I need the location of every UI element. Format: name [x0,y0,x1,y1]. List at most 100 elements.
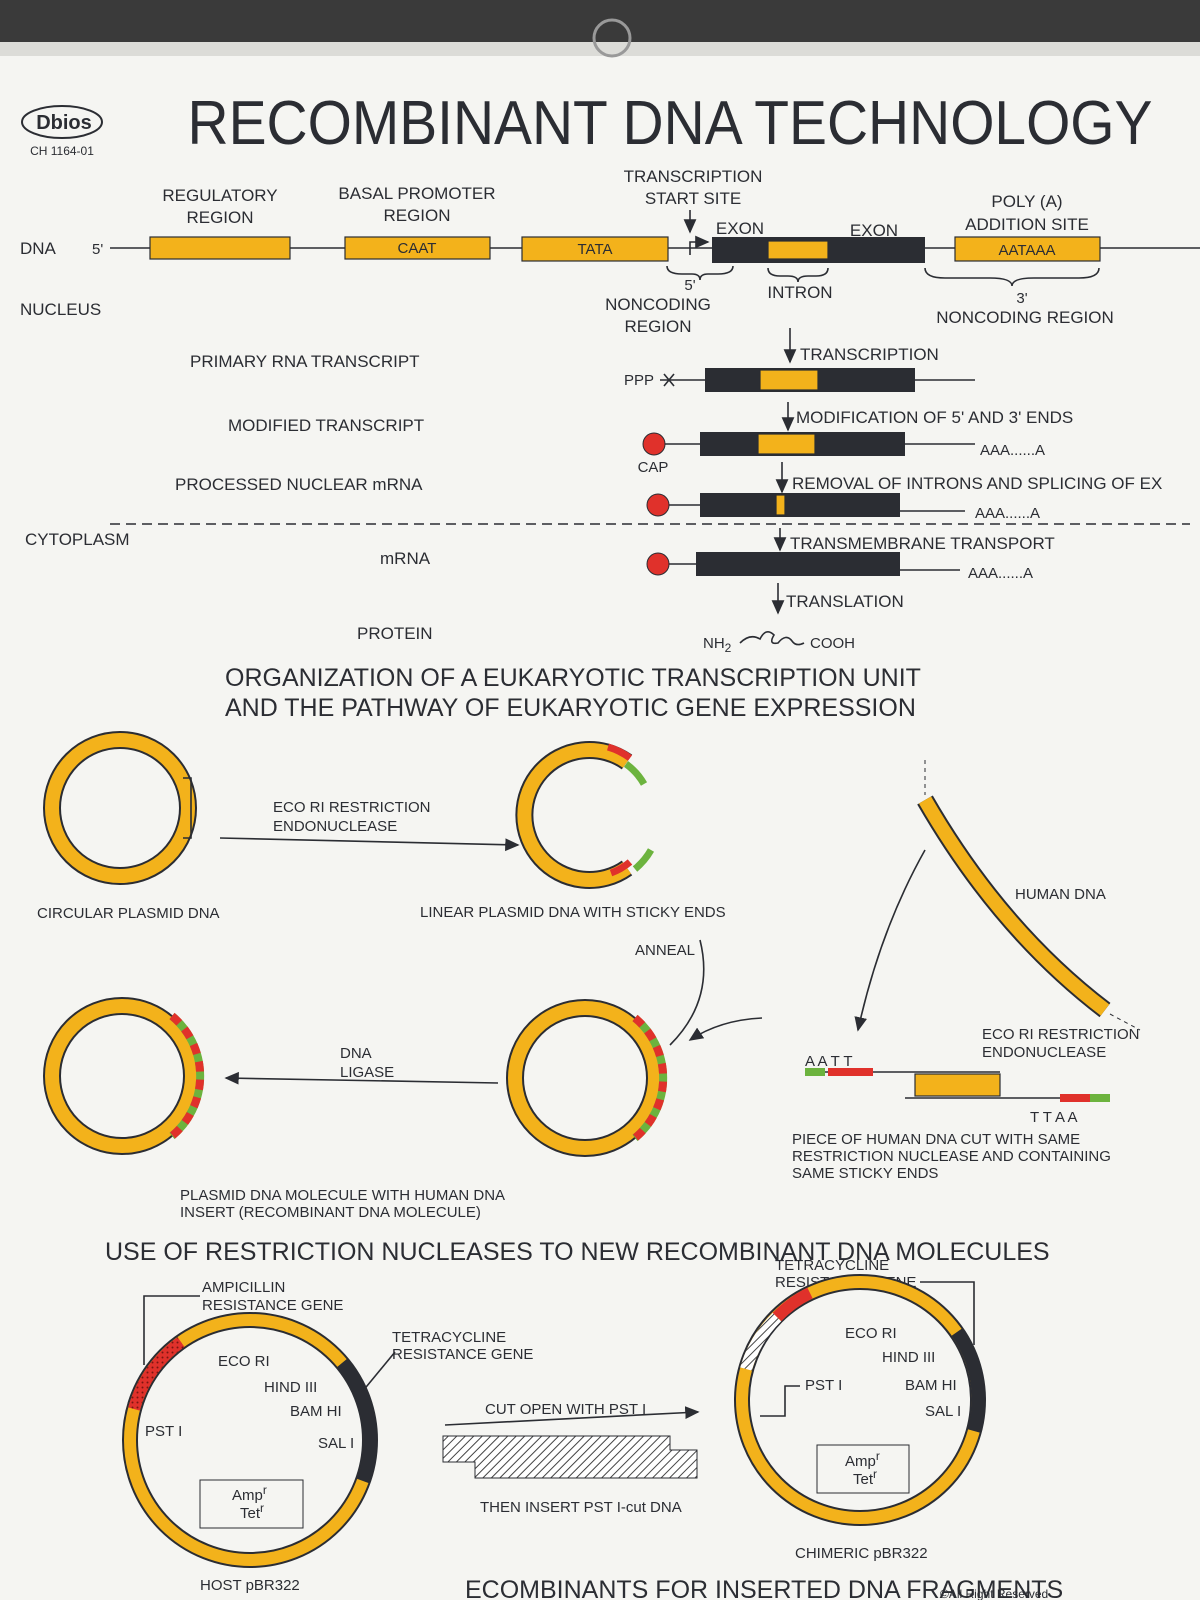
aataaa: AATAAA [999,242,1056,259]
nucleus: NUCLEUS [20,300,101,319]
line: TETRACYCLINE [392,1329,506,1346]
brand: Dbios [36,112,92,134]
step-transport: TRANSMEMBRANE TRANSPORT [790,534,1055,553]
host-name: HOST pBR322 [200,1577,300,1594]
intron-block [767,240,829,260]
cytoplasm: CYTOPLASM [25,530,130,549]
line: REGION [186,208,253,227]
line: NONCODING REGION [936,308,1114,327]
noncoding-5-label: 5' NONCODING REGION [605,277,711,336]
line: RESISTANCE GENE [392,1346,533,1363]
start-site-label: TRANSCRIPTION START SITE [624,167,763,208]
linear-plasmid [517,743,632,887]
sticky-end [632,848,655,872]
cut-arrow [444,1406,700,1426]
cross [663,373,675,387]
primary-intron [759,369,819,391]
site-pst: PST I [805,1377,842,1394]
pst-cut-dna [442,1435,698,1479]
line: START SITE [645,189,741,208]
marker-box [816,1444,910,1494]
nh2: NH2 [703,635,732,655]
caption: ORGANIZATION OF A EUKARYOTIC TRANSCRIPTI… [225,664,921,722]
section-heading: USE OF RESTRICTION NUCLEASES TO NEW RECO… [105,1238,1050,1266]
primary-label: PRIMARY RNA TRANSCRIPT [190,352,420,371]
cap [646,552,670,576]
footer-heading: ECOMBINANTS FOR INSERTED DNA FRAGMENTS [465,1576,1063,1600]
line: BASAL PROMOTER [338,184,495,203]
site-hind: HIND III [264,1379,317,1396]
amp-leader [143,1295,200,1365]
tet: Tet [240,1505,261,1522]
human-label: HUMAN DNA [1015,886,1106,903]
line: REGION [624,317,691,336]
sticky-bottom: T T A A [1030,1109,1078,1126]
poly-a-tail: AAA......A [968,565,1033,582]
line: ENDONUCLEASE [982,1044,1106,1061]
start-bent-arrow [689,235,710,255]
tet-marker: Tetr [853,1467,877,1488]
circular-label: CIRCULAR PLASMID DNA [37,905,220,922]
piece-label: PIECE OF HUMAN DNA CUT WITH SAME RESTRICT… [792,1131,1111,1182]
amp: Amp [232,1487,263,1504]
mrna-label: mRNA [380,549,431,568]
eco-site [183,777,192,839]
chimeric-name: CHIMERIC pBR322 [795,1545,928,1562]
insert-label: THEN INSERT PST I-cut DNA [480,1499,682,1516]
modified-intron [757,433,816,455]
cap [642,432,666,456]
line: NONCODING [605,295,711,314]
cooh: COOH [810,635,855,652]
amp-marker: Ampr [845,1449,880,1470]
amp-gene-label: AMPICILLIN RESISTANCE GENE [202,1279,343,1314]
pst-leader [760,1385,800,1417]
mrna-bar [696,552,900,576]
line: INSERT (RECOMBINANT DNA MOLECULE) [180,1204,481,1221]
circular-plasmid [45,733,195,883]
amp-marker: Ampr [232,1483,267,1504]
sticky-end [828,1068,873,1076]
brace-3 [924,267,1100,287]
tet-gene-label: TETRACYCLINE RESISTANCE GENE [392,1329,533,1363]
step-modification: MODIFICATION OF 5' AND 3' ENDS [796,408,1073,427]
site-eco: ECO RI [218,1353,270,1370]
sticky-end [1090,1094,1110,1102]
tet-gene [951,1328,985,1433]
superscript: r [263,1483,267,1497]
tet-leader [361,1351,396,1393]
cap [646,493,670,517]
caat-box [344,236,491,260]
tet-marker: Tetr [240,1501,264,1522]
ligase-arrow [224,1071,499,1085]
line: PIECE OF HUMAN DNA CUT WITH SAME [792,1131,1080,1148]
amp-gene [772,1287,813,1322]
line: DNA [340,1045,372,1062]
exon-2: EXON [850,221,898,240]
dna-continuation [1109,1013,1141,1031]
caat: CAAT [398,240,437,257]
site-sal: SAL I [925,1403,961,1420]
logo [21,105,103,139]
cut-label: CUT OPEN WITH PST I [485,1401,646,1418]
poly-a-tail: AAA......A [975,505,1040,522]
line: ADDITION SITE [965,215,1089,234]
copyright: ©All Right Reserved [940,1587,1048,1600]
sticky-end [1060,1094,1090,1102]
poly-a-tail: AAA......A [980,442,1045,459]
line: 5' [684,277,695,294]
step-splicing: REMOVAL OF INTRONS AND SPLICING OF EX [792,474,1162,493]
product-label: PLASMID DNA MOLECULE WITH HUMAN DNA INSER… [180,1187,505,1221]
superscript: r [260,1501,264,1515]
tet-gene [336,1358,377,1484]
human-piece-insert [914,1073,1001,1097]
anneal-arrow [669,939,763,1045]
dna-label: DNA [20,239,57,258]
recombinant-plasmid [45,999,199,1153]
noncoding-3-label: 3' NONCODING REGION [936,290,1114,327]
tata: TATA [578,241,613,258]
processed-label: PROCESSED NUCLEAR mRNA [175,475,423,494]
tata-box [521,236,669,262]
superscript: r [876,1449,880,1463]
